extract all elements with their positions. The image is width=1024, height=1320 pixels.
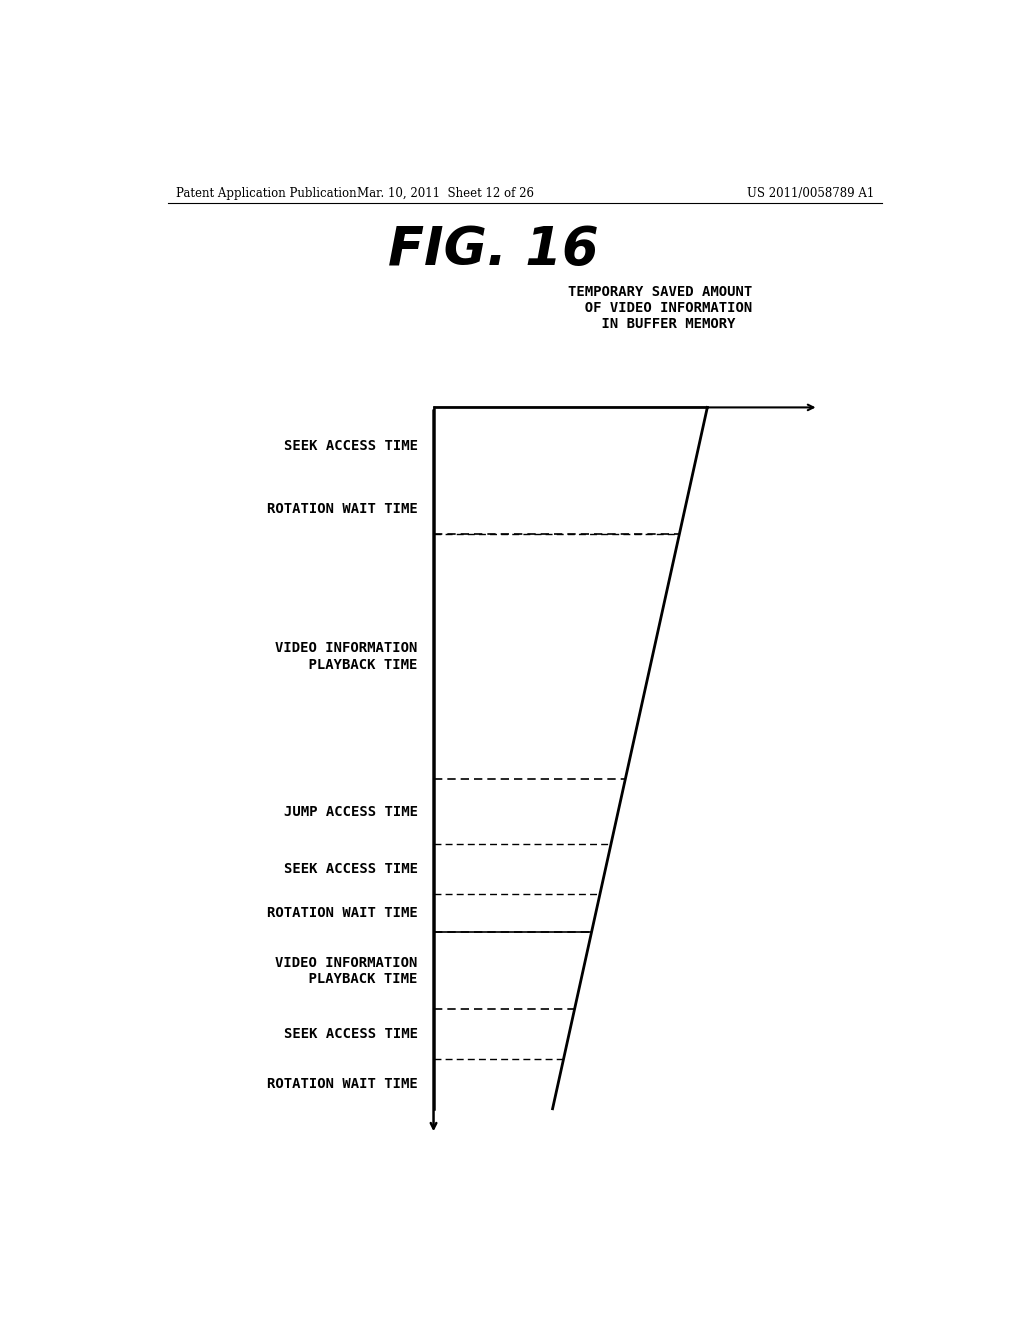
Text: SEEK ACCESS TIME: SEEK ACCESS TIME: [284, 862, 418, 876]
Text: ROTATION WAIT TIME: ROTATION WAIT TIME: [267, 502, 418, 516]
Text: Mar. 10, 2011  Sheet 12 of 26: Mar. 10, 2011 Sheet 12 of 26: [357, 187, 534, 199]
Text: ROTATION WAIT TIME: ROTATION WAIT TIME: [267, 907, 418, 920]
Text: JUMP ACCESS TIME: JUMP ACCESS TIME: [284, 805, 418, 818]
Text: US 2011/0058789 A1: US 2011/0058789 A1: [748, 187, 874, 199]
Text: Patent Application Publication: Patent Application Publication: [176, 187, 356, 199]
Text: SEEK ACCESS TIME: SEEK ACCESS TIME: [284, 438, 418, 453]
Polygon shape: [433, 932, 592, 1008]
Text: FIG. 16: FIG. 16: [388, 224, 598, 276]
Text: ROTATION WAIT TIME: ROTATION WAIT TIME: [267, 1077, 418, 1090]
Polygon shape: [433, 533, 679, 779]
Text: TEMPORARY SAVED AMOUNT
  OF VIDEO INFORMATION
    IN BUFFER MEMORY: TEMPORARY SAVED AMOUNT OF VIDEO INFORMAT…: [567, 285, 752, 331]
Text: VIDEO INFORMATION
    PLAYBACK TIME: VIDEO INFORMATION PLAYBACK TIME: [275, 956, 418, 986]
Text: VIDEO INFORMATION
    PLAYBACK TIME: VIDEO INFORMATION PLAYBACK TIME: [275, 642, 418, 672]
Text: SEEK ACCESS TIME: SEEK ACCESS TIME: [284, 1027, 418, 1041]
